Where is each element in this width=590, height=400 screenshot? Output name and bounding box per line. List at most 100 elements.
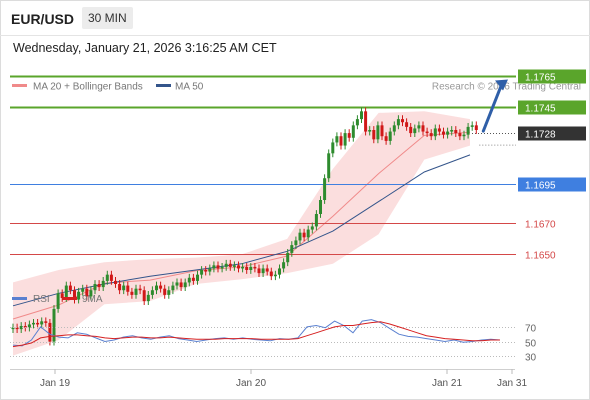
support-level-label: 1.1650 [525,251,556,262]
current-price-label: 1.1728 [525,130,556,141]
candle-body [196,274,199,281]
candle-body [56,293,60,309]
candle-body [245,266,249,270]
candle-body [122,285,126,291]
header-divider [0,35,590,36]
candle-body [286,252,290,263]
candle-body [101,280,105,288]
candle-body [466,126,470,135]
candle-body [257,268,261,274]
candle-body [339,136,343,146]
rsi-tick-label: 50 [525,339,537,350]
candle-body [114,280,117,284]
candle-body [167,290,171,295]
candle-body [409,126,413,134]
level-labels-layer: 1.1765 1.1745 1.1728 1.1695 1.1670 1.1650 [518,69,586,262]
candle-body [405,122,409,127]
candle-body [138,288,142,291]
candle-body [380,125,384,137]
rsi-legend-swatch [12,297,27,300]
candle-body [421,125,425,132]
candle-body [109,274,113,281]
candle-body [36,322,40,325]
candle-body [351,125,355,138]
candle-body [52,308,56,342]
candle-body [89,290,93,297]
level-lines-layer [10,75,516,255]
candle-body [290,245,294,253]
candle-body [425,131,429,134]
candle-body [146,294,150,302]
candle-body [237,265,240,269]
candle-body [77,291,81,300]
rsi-tick-label: 30 [525,353,537,364]
candle-body [23,326,27,328]
time-axis-label: Jan 20 [236,378,266,389]
rsi-tick-label: 70 [525,324,537,335]
candle-body [118,284,122,291]
candle-body [278,268,281,275]
candle-body [327,153,331,179]
ma50-legend-swatch [156,84,171,87]
rsi-panel: 30 50 70 [10,319,537,364]
candle-body [105,274,109,281]
candle-body [228,263,232,267]
candle-body [446,131,450,135]
candle-body [269,271,273,277]
rsi-ma-legend-label: 9MA [82,294,103,305]
candle-body [97,284,101,288]
candle-body [81,288,85,292]
timeframe-button[interactable]: 30 MIN [82,7,133,29]
candle-body [73,290,76,300]
time-axis-label: Jan 31 [497,378,527,389]
candle-body [392,125,396,132]
moving-average-layer [12,154,471,307]
support-level-label: 1.1670 [525,220,556,231]
candle-body [458,133,462,137]
candle-body [462,134,466,137]
candle-body [171,285,175,291]
instrument-title: EUR/USD [11,11,75,27]
candle-body [44,321,48,323]
resistance-level-label: 1.1745 [525,104,556,115]
candle-body [388,131,392,141]
candle-body [335,136,339,143]
candle-body [134,288,138,295]
projection-arrow [481,82,504,133]
time-axis-label: Jan 19 [40,378,70,389]
candle-body [60,293,64,298]
candle-body [130,291,134,295]
candle-body [360,111,363,120]
candle-body [331,142,335,154]
candle-body [93,284,97,291]
candle-body [302,232,306,238]
candle-body [413,128,417,134]
candle-body [310,226,314,230]
projection-arrow-head [495,79,508,91]
candlestick-layer [11,79,516,346]
time-axis-label: Jan 21 [432,378,462,389]
ma20-legend-swatch [12,84,27,87]
candle-body [433,128,437,137]
candle-body [319,200,322,214]
candle-body [450,130,454,132]
candle-body [273,274,277,277]
resistance-level-label: 1.1765 [525,73,556,84]
candle-body [323,178,327,200]
candle-body [208,268,212,272]
candle-body [204,270,208,272]
candle-body [220,266,224,269]
chart-header: EUR/USD 30 MIN [0,0,590,38]
candle-body [282,262,286,269]
candle-body [212,265,216,269]
candle-body [368,130,372,132]
candle-body [64,285,68,298]
candle-body [314,214,318,227]
pivot-level-tag [518,177,586,192]
candle-body [15,327,19,330]
candle-body [200,270,204,275]
candle-body [232,265,236,267]
candle-body [417,125,421,129]
candle-body [142,290,146,302]
